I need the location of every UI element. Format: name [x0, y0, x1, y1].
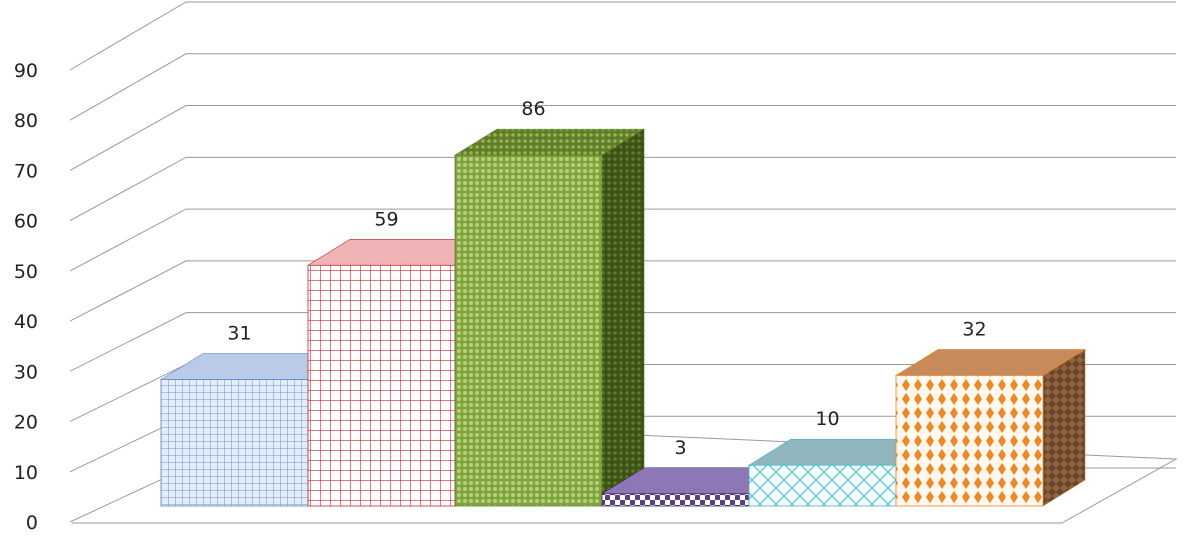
y-tick-label: 20 — [14, 412, 38, 434]
floor-outline — [72, 414, 1178, 524]
gridline — [69, 105, 1176, 171]
y-axis: 0 10 20 30 40 50 60 70 80 90 — [14, 60, 38, 534]
y-tick-label: 30 — [14, 361, 38, 383]
y-tick-label: 50 — [14, 261, 38, 283]
data-labels: 31 59 86 3 10 32 — [227, 98, 986, 459]
y-tick-label: 0 — [26, 512, 38, 534]
gridline — [69, 312, 1176, 372]
gridline — [69, 208, 1176, 272]
bar-front-face — [601, 493, 750, 507]
bar-side-shade — [602, 129, 644, 506]
bar-front-face — [895, 375, 1044, 507]
data-label: 32 — [962, 318, 986, 340]
data-label: 10 — [815, 408, 839, 430]
bar-front-face — [454, 154, 603, 507]
y-tick-label: 10 — [14, 462, 38, 484]
y-tick-label: 40 — [14, 311, 38, 333]
data-label: 86 — [521, 98, 545, 120]
data-label: 59 — [374, 208, 398, 230]
data-label: 3 — [674, 437, 686, 459]
gridlines — [69, 1, 1178, 524]
gridline — [69, 53, 1176, 121]
bar — [453, 128, 646, 507]
gridline — [69, 156, 1176, 222]
bar-front-face — [748, 464, 897, 507]
y-tick-label: 70 — [14, 160, 38, 182]
bar-front-face — [307, 264, 456, 507]
gridline — [69, 260, 1176, 322]
bar — [894, 348, 1087, 507]
bar-front-face — [160, 379, 309, 507]
bars — [159, 128, 1087, 507]
y-tick-label: 90 — [14, 60, 38, 82]
bar-side-shade — [1043, 349, 1085, 506]
y-tick-label: 60 — [14, 211, 38, 233]
gridline — [69, 1, 1176, 71]
y-tick-label: 80 — [14, 110, 38, 132]
data-label: 31 — [227, 323, 251, 345]
